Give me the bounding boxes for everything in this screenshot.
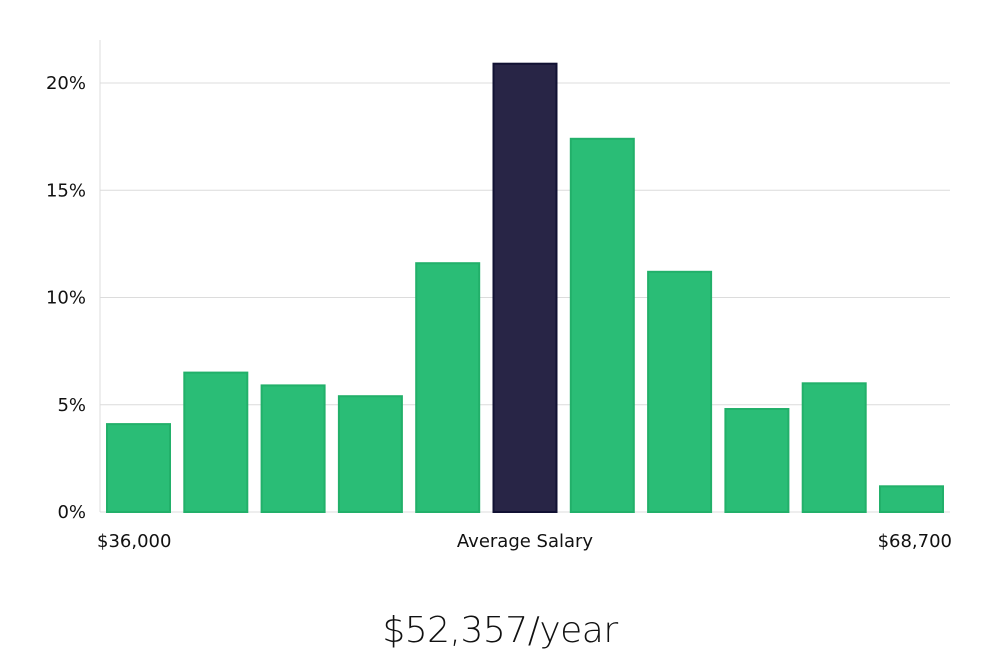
bar bbox=[106, 423, 171, 514]
x-label-max: $68,700 bbox=[878, 531, 952, 552]
bar bbox=[647, 270, 713, 513]
salary-histogram-chart: 0% 5% 10% 15% 20% $36,000 Average Salary $68… bbox=[46, 40, 952, 552]
bar bbox=[569, 137, 635, 514]
bar bbox=[337, 395, 403, 514]
bar bbox=[260, 384, 326, 513]
y-tick-label: 10% bbox=[46, 288, 86, 309]
bar bbox=[724, 408, 790, 513]
bar-average-salary bbox=[492, 62, 558, 513]
x-axis-labels: $36,000 Average Salary $68,700 bbox=[97, 531, 952, 552]
bar bbox=[879, 485, 944, 513]
average-salary-value: $52,357/year bbox=[382, 610, 618, 651]
y-axis-ticks: 0% 5% 10% 15% 20% bbox=[46, 73, 86, 523]
y-tick-label: 20% bbox=[46, 73, 86, 94]
y-tick-label: 15% bbox=[46, 180, 86, 201]
y-tick-label: 5% bbox=[57, 395, 86, 416]
bar bbox=[801, 382, 867, 513]
bar bbox=[415, 262, 481, 514]
y-tick-label: 0% bbox=[57, 502, 86, 523]
x-label-min: $36,000 bbox=[97, 531, 171, 552]
x-label-center: Average Salary bbox=[457, 531, 594, 552]
bar bbox=[183, 371, 249, 513]
bars-layer bbox=[106, 62, 944, 514]
